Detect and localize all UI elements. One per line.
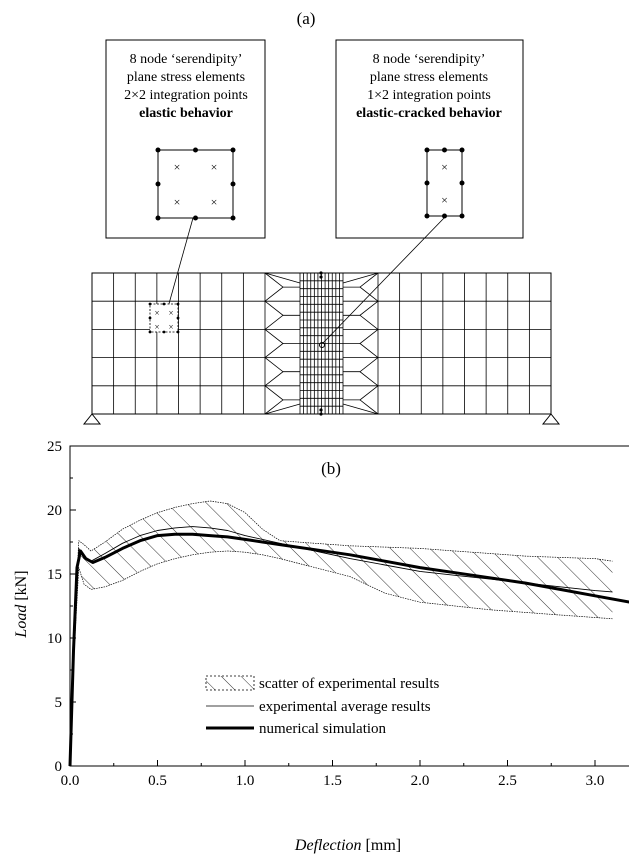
legend-swatch-scatter (205, 675, 255, 691)
legend-label-scatter: scatter of experimental results (259, 676, 440, 692)
callout-right-line4: elastic-cracked behavior (356, 106, 502, 121)
legend-label-average: experimental average results (259, 699, 431, 715)
x-tick-label: 1.0 (236, 773, 255, 789)
element-8node-1x2: ×× (424, 147, 465, 219)
scatter-band (70, 501, 613, 766)
series-line-scatter-lower (69, 550, 613, 767)
panel-b-label: (b) (321, 459, 341, 478)
beam-mesh: × × × × (91, 271, 552, 416)
callout-left-line1: 8 node ‘serendipity’ (130, 52, 243, 67)
axis-ticks: 0.0 0.5 1.0 1.5 2.0 2.5 3.0 0 5 10 15 20 25 (47, 439, 604, 789)
svg-text:×: × (168, 322, 173, 332)
support-left (82, 413, 102, 425)
y-axis-label-unit: [kN] (13, 570, 30, 604)
svg-text:×: × (211, 195, 218, 209)
series-line-numerical-simulation (68, 532, 629, 767)
svg-text:×: × (174, 160, 181, 174)
y-axis-label: Load [kN] (13, 570, 30, 638)
svg-text:×: × (441, 193, 448, 207)
callout-left-line2: plane stress elements (127, 70, 245, 85)
panel-a: (a) 8 node ‘serendipity’ plane stress el… (82, 9, 561, 425)
svg-text:×: × (211, 160, 218, 174)
y-tick-label: 0 (55, 759, 63, 775)
x-axis-label-unit: [mm] (362, 837, 402, 854)
support-right (541, 413, 561, 425)
svg-text:×: × (168, 308, 173, 318)
x-tick-label: 2.5 (498, 773, 517, 789)
load-deflection-chart: 0.0 0.5 1.0 1.5 2.0 2.5 3.0 0 5 10 15 20 25 (b) Load… (13, 439, 629, 854)
y-tick-label: 20 (47, 503, 62, 519)
legend: scatter of experimental results experime… (205, 675, 440, 737)
callout-left-line4: elastic behavior (139, 106, 233, 121)
callout-right-line3: 1×2 integration points (367, 88, 491, 103)
scatter-band-area (70, 501, 613, 766)
svg-text:×: × (441, 160, 448, 174)
panel-a-label: (a) (297, 9, 316, 28)
svg-text:×: × (154, 308, 159, 318)
callout-box-left: 8 node ‘serendipity’ plane stress elemen… (105, 39, 266, 239)
callout-right-line1: 8 node ‘serendipity’ (373, 52, 486, 67)
x-tick-label: 0.5 (148, 773, 167, 789)
y-tick-label: 10 (47, 631, 62, 647)
y-tick-label: 15 (47, 567, 62, 583)
series-layer (68, 500, 629, 767)
x-axis-label-var: Deflection (294, 837, 362, 854)
callout-left-line3: 2×2 integration points (124, 88, 248, 103)
svg-text:×: × (174, 195, 181, 209)
callout-box-right: 8 node ‘serendipity’ plane stress elemen… (335, 39, 524, 239)
callout-right-line2: plane stress elements (370, 70, 488, 85)
element-8node-2x2: × × × × (155, 147, 236, 221)
y-tick-label: 5 (55, 695, 63, 711)
x-tick-label: 0.0 (61, 773, 80, 789)
x-tick-label: 3.0 (586, 773, 605, 789)
y-axis-label-var: Load (13, 604, 30, 639)
x-axis-label: Deflection [mm] (294, 837, 401, 854)
x-tick-label: 2.0 (411, 773, 430, 789)
x-tick-label: 1.5 (323, 773, 342, 789)
y-tick-label: 25 (47, 439, 62, 455)
svg-text:×: × (154, 322, 159, 332)
legend-label-numerical: numerical simulation (259, 721, 387, 737)
